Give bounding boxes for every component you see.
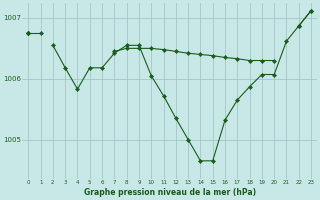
X-axis label: Graphe pression niveau de la mer (hPa): Graphe pression niveau de la mer (hPa) <box>84 188 256 197</box>
